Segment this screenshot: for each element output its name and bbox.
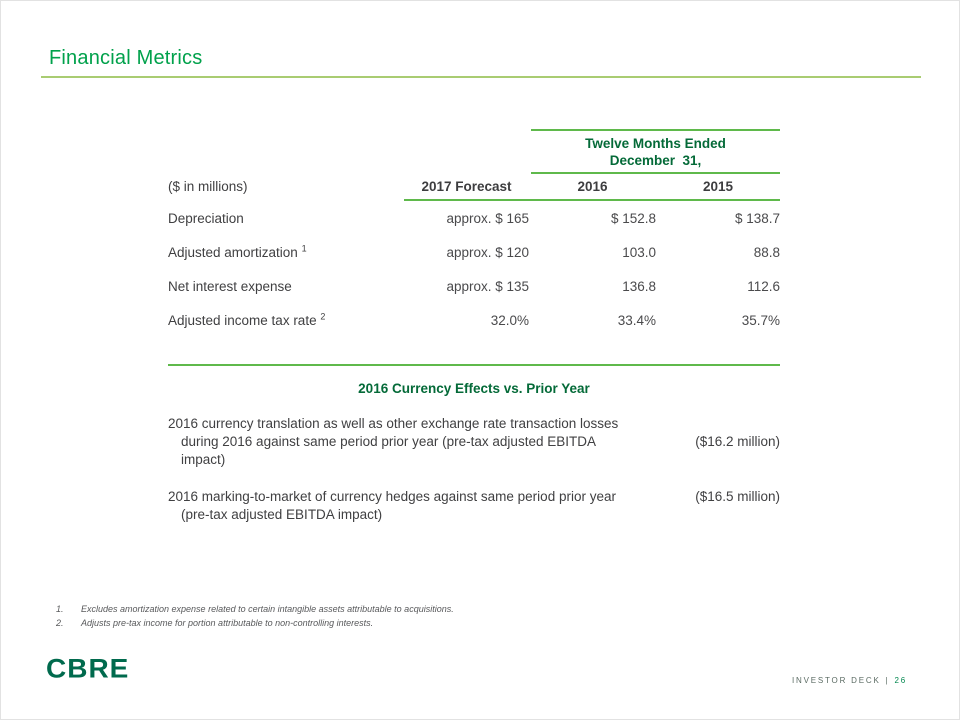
footer-separator: | [885, 676, 890, 685]
value-2017: 32.0% [490, 312, 529, 328]
currency-effects-section: 2016 Currency Effects vs. Prior Year 201… [168, 364, 780, 524]
column-header-2017-forecast: 2017 Forecast [421, 179, 512, 194]
table-spanner-header: Twelve Months Ended December 31, [531, 129, 780, 174]
table-row-depreciation: Depreciation approx. $ 165 $ 152.8 $ 138… [168, 201, 780, 235]
value-2016: $ 152.8 [610, 210, 656, 226]
footnotes: 1. Excludes amortization expense related… [56, 602, 454, 630]
footnote-2: 2. Adjusts pre-tax income for portion at… [56, 616, 454, 630]
header-underline [404, 199, 780, 201]
value-2016: 33.4% [617, 312, 656, 328]
row-label: Adjusted amortization [168, 244, 302, 260]
value-2017: approx. $ 165 [446, 210, 529, 226]
row-label: Net interest expense [168, 278, 292, 294]
footnote-number: 1. [56, 604, 64, 614]
row-label: Depreciation [168, 210, 244, 226]
currency-item-text: 2016 currency translation as well as oth… [168, 415, 619, 467]
footnote-ref: 1 [301, 243, 307, 253]
value-2017: approx. $ 135 [446, 278, 529, 294]
value-2016: 136.8 [622, 278, 656, 294]
currency-item-value: ($16.2 million) [695, 433, 780, 449]
currency-item-hedges: 2016 marking-to-market of currency hedge… [168, 488, 780, 524]
financial-metrics-table: Twelve Months Ended December 31, ($ in m… [168, 129, 780, 337]
unit-label: ($ in millions) [168, 179, 248, 194]
cbre-logo: CBRE [46, 653, 130, 684]
value-2015: $ 138.7 [734, 210, 780, 226]
footnote-ref: 2 [320, 311, 326, 321]
table-header-row: ($ in millions) 2017 Forecast 2016 2015 [168, 179, 780, 199]
section-divider [168, 364, 780, 366]
value-2015: 35.7% [741, 312, 780, 328]
deck-label: INVESTOR DECK [792, 676, 881, 685]
currency-item-text: 2016 marking-to-market of currency hedge… [168, 488, 616, 522]
page-number: 26 [894, 676, 907, 685]
value-2015: 88.8 [753, 244, 780, 260]
currency-effects-heading: 2016 Currency Effects vs. Prior Year [358, 380, 590, 396]
table-row-adjusted-income-tax-rate: Adjusted income tax rate 2 32.0% 33.4% 3… [168, 303, 780, 337]
spanner-line-2: December 31, [609, 153, 702, 168]
value-2016: 103.0 [622, 244, 656, 260]
footnote-text: Adjusts pre-tax income for portion attri… [81, 618, 374, 628]
spanner-line-1: Twelve Months Ended [585, 136, 726, 151]
page-footer: INVESTOR DECK | 26 [792, 676, 907, 685]
page-title: Financial Metrics [49, 47, 203, 69]
column-header-2016: 2016 [577, 179, 608, 194]
footnote-number: 2. [56, 618, 64, 628]
row-label: Adjusted income tax rate [168, 312, 321, 328]
footnote-text: Excludes amortization expense related to… [81, 604, 454, 614]
title-underline [41, 76, 921, 78]
footnote-1: 1. Excludes amortization expense related… [56, 602, 454, 616]
value-2017: approx. $ 120 [446, 244, 529, 260]
currency-item-translation: 2016 currency translation as well as oth… [168, 415, 780, 469]
table-row-adjusted-amortization: Adjusted amortization 1 approx. $ 120 10… [168, 235, 780, 269]
value-2015: 112.6 [747, 278, 780, 294]
table-row-net-interest-expense: Net interest expense approx. $ 135 136.8… [168, 269, 780, 303]
currency-item-value: ($16.5 million) [695, 488, 780, 504]
column-header-2015: 2015 [702, 179, 734, 194]
